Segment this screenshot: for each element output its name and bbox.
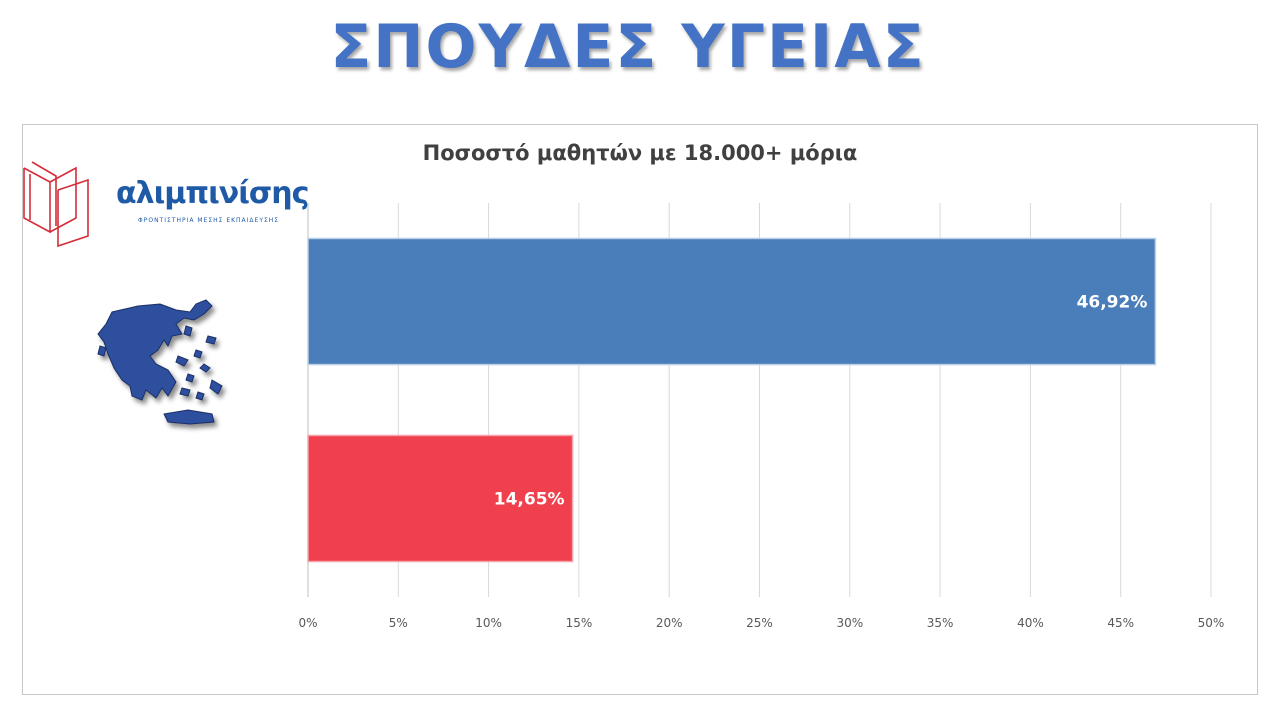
x-tick-label: 40% bbox=[1017, 616, 1044, 630]
x-axis-ticks: 0% 5% 10% 15% 20% 25% 30% 35% 40% 45% 50% bbox=[298, 616, 1224, 630]
x-tick-label: 25% bbox=[746, 616, 773, 630]
bar-value-label: 46,92% bbox=[1077, 293, 1148, 313]
bars: 46,92% 14,65% bbox=[307, 237, 1157, 563]
alimpinisis-logo: αλιμπινίσης ΦΡΟΝΤΙΣΤΗΡΙΑ ΜΕΣΗΣ ΕΚΠΑΙΔΕΥΣ… bbox=[22, 156, 309, 248]
book-icon bbox=[23, 161, 89, 248]
x-tick-label: 15% bbox=[566, 616, 593, 630]
x-tick-label: 10% bbox=[475, 616, 502, 630]
x-tick-label: 30% bbox=[836, 616, 863, 630]
chart-title: Ποσοστό μαθητών με 18.000+ μόρια bbox=[422, 141, 858, 165]
chart-area: Ποσοστό μαθητών με 18.000+ μόρια 46,92% 1… bbox=[22, 124, 1258, 695]
bar-1 bbox=[307, 434, 574, 563]
x-tick-label: 35% bbox=[927, 616, 954, 630]
bar-value-label: 14,65% bbox=[494, 490, 565, 510]
x-tick-label: 0% bbox=[298, 616, 317, 630]
greece-map-icon bbox=[72, 290, 232, 436]
logo-wordmark: αλιμπινίσης bbox=[116, 176, 309, 211]
logo-subtitle: ΦΡΟΝΤΙΣΤΗΡΙΑ ΜΕΣΗΣ ΕΚΠΑΙΔΕΥΣΗΣ bbox=[138, 217, 280, 224]
chart-plot: 46,92% 14,65% 0% 5% 10% 15% 20% 25% 30% 35% 40% 45… bbox=[298, 203, 1224, 630]
x-tick-label: 45% bbox=[1107, 616, 1134, 630]
x-tick-label: 5% bbox=[389, 616, 408, 630]
x-tick-label: 20% bbox=[656, 616, 683, 630]
page-title: ΣΠΟΥΔΕΣ ΥΓΕΙΑΣ bbox=[330, 12, 926, 82]
bar-0 bbox=[307, 237, 1157, 366]
x-tick-label: 50% bbox=[1198, 616, 1225, 630]
